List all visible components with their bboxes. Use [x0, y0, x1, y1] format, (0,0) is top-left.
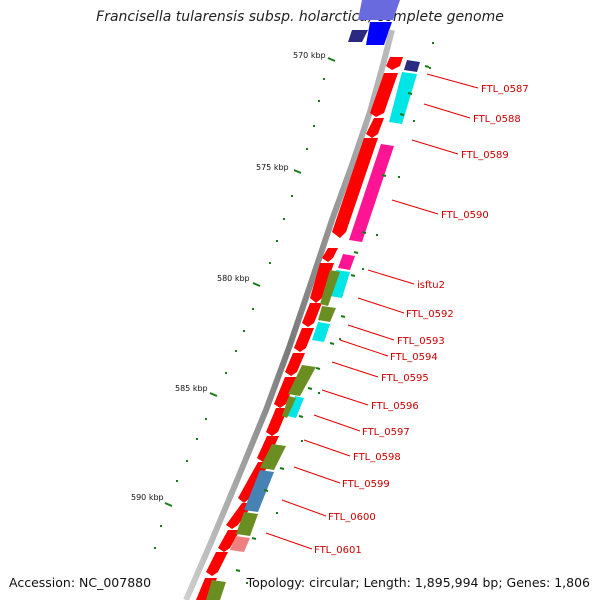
map-title: Francisella tularensis subsp. holarctica…	[96, 9, 504, 25]
gene-label-ftl-0589: FTL_0589	[461, 150, 509, 161]
gene-label-ftl-0600: FTL_0600	[328, 512, 376, 523]
topology-text: Topology: circular; Length: 1,895,994 bp…	[246, 575, 590, 590]
top-blue-features	[348, 0, 400, 45]
gene-label-ftl-0592: FTL_0592	[406, 309, 454, 320]
gene-label-isftu2: isftu2	[417, 280, 445, 291]
gene-label-ftl-0598: FTL_0598	[353, 452, 401, 463]
gene-label-ftl-0595: FTL_0595	[381, 373, 429, 384]
gc-dots-left	[154, 78, 325, 549]
kbp-tick	[252, 282, 261, 287]
gene-label-ftl-0594: FTL_0594	[390, 352, 438, 363]
genome-backbone	[183, 29, 395, 600]
kbp-tick	[327, 57, 336, 62]
kbp-label-570: 570 kbp	[293, 51, 326, 60]
gene-label-ftl-0593: FTL_0593	[397, 336, 445, 347]
gene-label-ftl-0601: FTL_0601	[314, 545, 362, 556]
gene-label-ftl-0597: FTL_0597	[362, 427, 410, 438]
gene-label-ftl-0587: FTL_0587	[481, 84, 529, 95]
kbp-label-585: 585 kbp	[175, 384, 208, 393]
kbp-label-590: 590 kbp	[131, 493, 164, 502]
gene-label-ftl-0588: FTL_0588	[473, 114, 521, 125]
gene-label-ftl-0599: FTL_0599	[342, 479, 390, 490]
kbp-ruler: 570 kbp 575 kbp 580 kbp 585 kbp 590 kbp	[131, 51, 336, 507]
feature-ticks	[235, 65, 430, 572]
gene-leader-lines	[265, 73, 479, 550]
kbp-label-575: 575 kbp	[256, 163, 289, 172]
kbp-tick	[164, 502, 173, 507]
accession-text: Accession: NC_007880	[9, 575, 152, 590]
kbp-tick	[209, 392, 218, 397]
kbp-tick	[293, 169, 302, 174]
gene-label-ftl-0590: FTL_0590	[441, 210, 489, 221]
feature-track	[206, 60, 420, 600]
kbp-label-580: 580 kbp	[217, 274, 250, 283]
gene-label-ftl-0596: FTL_0596	[371, 401, 419, 412]
gc-dots-right	[246, 42, 434, 584]
gene-labels: FTL_0587 FTL_0588 FTL_0589 FTL_0590 isft…	[314, 84, 529, 556]
